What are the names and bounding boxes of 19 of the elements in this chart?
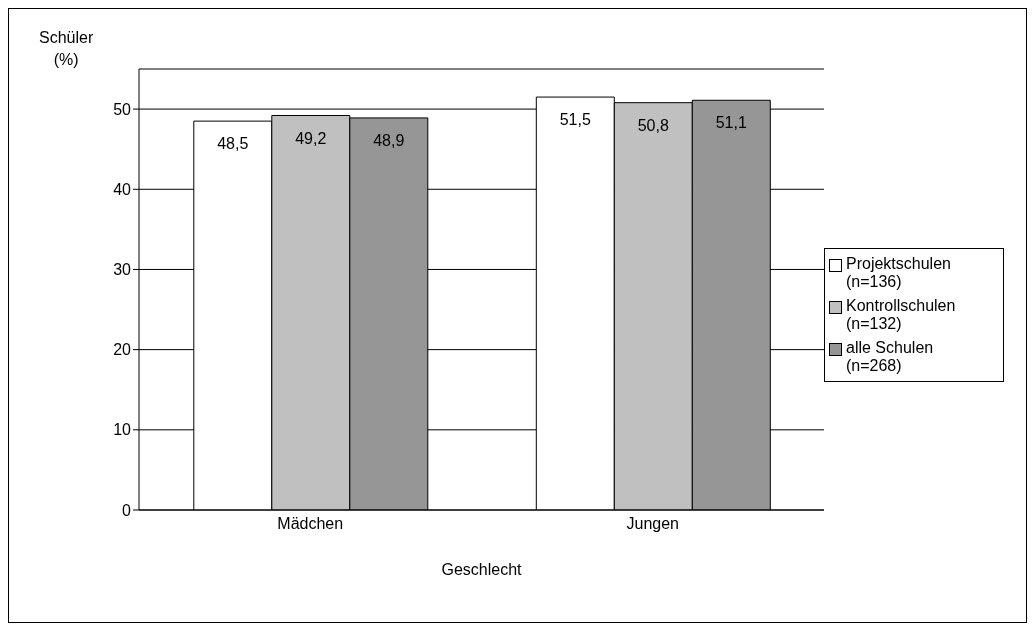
y-tick-label: 40 (113, 180, 132, 198)
y-tick-label: 0 (122, 501, 132, 519)
data-label: 48,5 (217, 135, 249, 153)
y-tick-label: 50 (113, 100, 132, 118)
data-label: 49,2 (295, 129, 327, 147)
legend-label: Projektschulen (n=136) (846, 254, 952, 291)
data-label: 48,9 (373, 131, 405, 149)
y-tick-label: 30 (113, 261, 132, 279)
data-label: 51,1 (715, 114, 747, 132)
y-tick-label: 20 (113, 341, 132, 359)
data-label: 51,5 (559, 111, 591, 129)
x-tick-label: Mädchen (277, 515, 344, 533)
data-label: 50,8 (637, 116, 669, 134)
x-axis-title: Geschlecht (441, 561, 523, 578)
y-axis-title: Schüler (%) (39, 28, 94, 70)
y-tick-label: 10 (113, 421, 132, 439)
legend-label: alle Schulen (n=268) (846, 338, 935, 375)
x-tick-label: Jungen (626, 515, 679, 533)
legend-label: Kontrollschulen (n=132) (846, 296, 957, 333)
